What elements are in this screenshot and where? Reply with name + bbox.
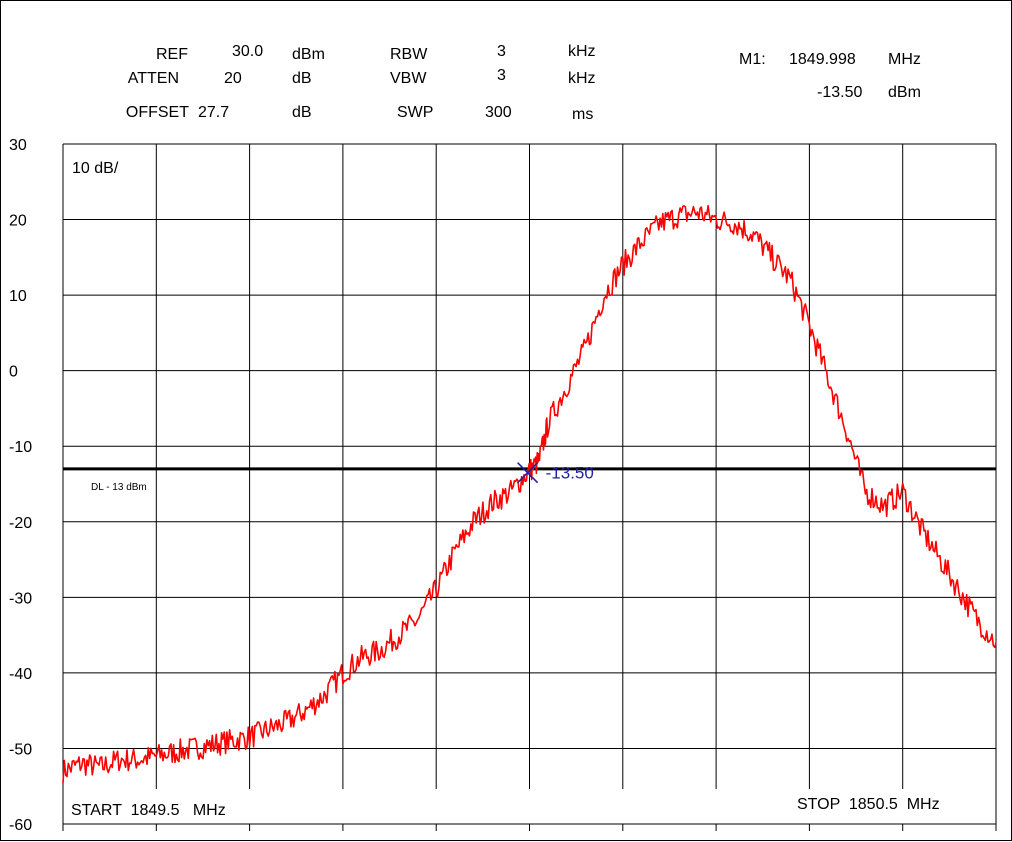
ref-value: 30.0 (232, 43, 263, 60)
y-tick-label: -10 (9, 439, 32, 456)
y-tick-label: 30 (9, 137, 27, 154)
marker-level-unit: dBm (888, 84, 921, 101)
y-tick-label: -20 (9, 515, 32, 532)
rbw-value: 3 (497, 43, 506, 60)
ref-label: REF (156, 46, 188, 63)
swp-value: 300 (485, 104, 512, 121)
stop-label: STOP 1850.5 MHz (797, 796, 940, 813)
atten-value: 20 (224, 70, 242, 87)
display-line-label: DL - 13 dBm (91, 482, 147, 493)
rbw-unit: kHz (568, 43, 596, 60)
marker-cross-line (517, 462, 539, 484)
x-tick-marks (62, 824, 997, 831)
y-tick-label: -60 (9, 817, 32, 834)
rbw-label: RBW (390, 46, 428, 63)
trace-line (62, 204, 997, 784)
ref-unit: dBm (292, 46, 325, 63)
grid (62, 143, 997, 825)
y-tick-labels: 30 20 10 0 -10 -20 -30 -40 -50 -60 (9, 137, 32, 834)
marker-m1 (517, 462, 539, 484)
marker-label: M1: (739, 51, 766, 68)
atten-unit: dB (292, 70, 312, 87)
y-tick-label: -40 (9, 666, 32, 683)
marker-readout: -13.50 (546, 464, 594, 483)
atten-label: ATTEN (128, 70, 179, 87)
vbw-unit: kHz (568, 70, 596, 87)
y-tick-label: 20 (9, 213, 27, 230)
marker-freq-unit: MHz (888, 51, 921, 68)
y-tick-label: 10 (9, 288, 27, 305)
y-tick-label: 0 (9, 364, 18, 381)
y-tick-label: -30 (9, 590, 32, 607)
vbw-value: 3 (497, 67, 506, 84)
marker-level: -13.50 (817, 84, 862, 101)
offset-value: 27.7 (198, 104, 229, 121)
start-label: START 1849.5 MHz (71, 802, 226, 819)
vbw-label: VBW (390, 70, 427, 87)
swp-unit: ms (572, 106, 593, 123)
scale-label: 10 dB/ (72, 160, 119, 177)
y-tick-label: -50 (9, 741, 32, 758)
offset-unit: dB (292, 104, 312, 121)
offset-label: OFFSET (126, 104, 189, 121)
marker-freq: 1849.998 (789, 51, 856, 68)
swp-label: SWP (397, 104, 433, 121)
trace (62, 204, 997, 784)
